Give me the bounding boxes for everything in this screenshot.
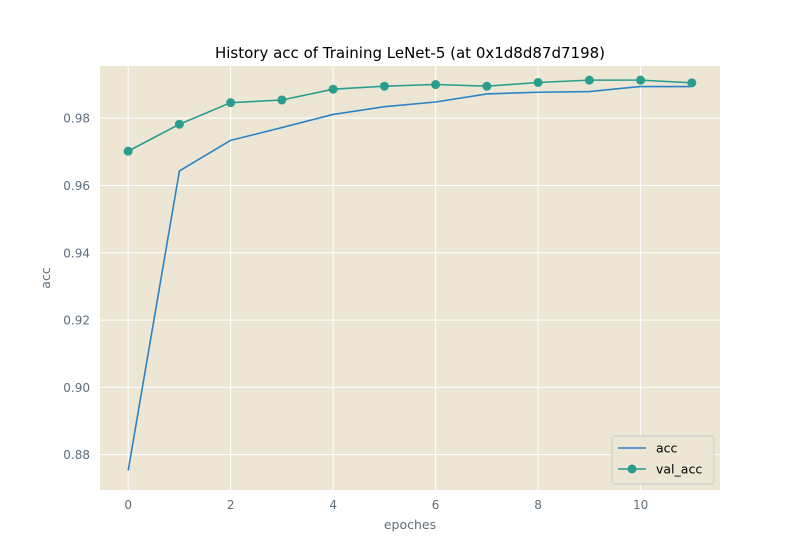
data-point: [226, 98, 236, 108]
data-point: [482, 81, 492, 91]
plot-area: [100, 66, 720, 490]
data-point: [277, 95, 287, 105]
chart-title: History acc of Training LeNet-5 (at 0x1d…: [215, 44, 605, 62]
data-point: [431, 80, 441, 90]
x-tick-label: 0: [124, 498, 132, 512]
y-axis-label: acc: [38, 267, 53, 289]
x-tick-label: 4: [329, 498, 337, 512]
legend: acc val_acc: [611, 435, 715, 485]
data-point: [174, 119, 184, 129]
series-line-val-acc: [127, 79, 692, 152]
y-tick-label: 0.98: [63, 112, 90, 126]
y-tick-label: 0.90: [63, 381, 90, 395]
data-point: [328, 84, 338, 94]
y-tick-label: 0.88: [63, 448, 90, 462]
x-axis-ticks: 0 2 4 6 8 10: [124, 498, 648, 512]
series-line-acc: [127, 85, 692, 471]
grid: [100, 66, 720, 490]
y-tick-label: 0.94: [63, 246, 90, 260]
data-point: [123, 146, 133, 156]
x-tick-label: 6: [432, 498, 440, 512]
data-point: [687, 78, 697, 88]
data-point: [584, 75, 594, 85]
x-tick-label: 2: [227, 498, 235, 512]
y-tick-label: 0.96: [63, 179, 90, 193]
legend-acc-label: acc: [656, 441, 678, 456]
data-point: [636, 75, 646, 85]
x-tick-label: 10: [633, 498, 648, 512]
data-point: [379, 81, 389, 91]
x-axis-label: epoches: [384, 517, 436, 532]
series-layer: [123, 75, 697, 471]
legend-val-acc-marker: [627, 464, 637, 474]
series-val-acc: [123, 75, 697, 156]
series-acc: [127, 85, 692, 471]
y-axis-ticks: 0.88 0.90 0.92 0.94 0.96 0.98: [63, 112, 90, 463]
legend-val-acc-label: val_acc: [656, 462, 702, 477]
y-tick-label: 0.92: [63, 314, 90, 328]
data-point: [533, 77, 543, 87]
x-tick-label: 8: [534, 498, 542, 512]
